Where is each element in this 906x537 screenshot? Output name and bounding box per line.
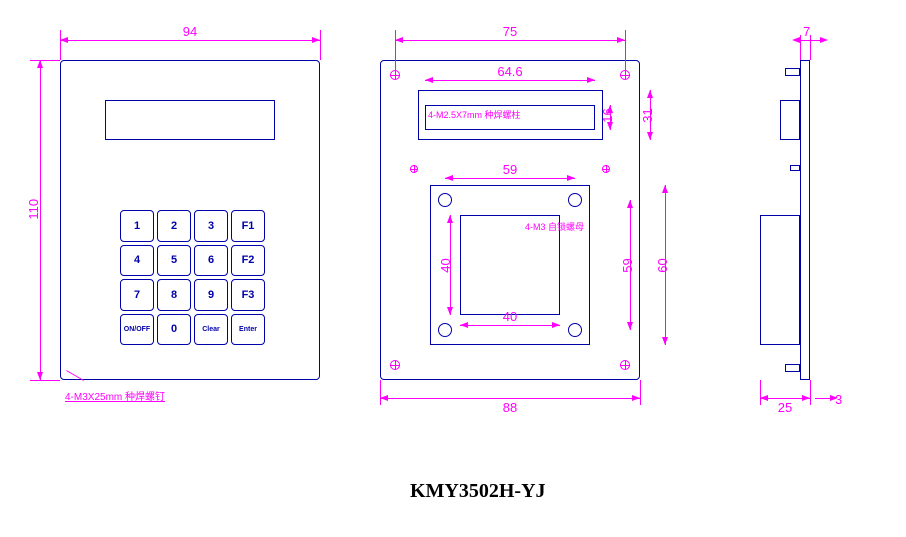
key-f2: F2 (231, 245, 265, 277)
dim-3-text: 3 (835, 392, 842, 407)
drawing-area: 1 2 3 F1 4 5 6 F2 7 8 9 F3 ON/OFF 0 Clea… (30, 30, 876, 450)
side-post-bottom (785, 364, 800, 372)
dim-646-text: 64.6 (497, 64, 522, 79)
ext (30, 60, 60, 61)
screw (390, 360, 400, 370)
dim-16-text: 16 (600, 108, 615, 122)
front-lcd (105, 100, 275, 140)
ext (760, 380, 761, 405)
dim-60-text: 60 (655, 258, 670, 272)
front-view: 1 2 3 F1 4 5 6 F2 7 8 9 F3 ON/OFF 0 Clea… (60, 60, 320, 380)
note-m3: 4-M3 自锁螺母 (525, 220, 584, 233)
dim-25-text: 25 (778, 400, 792, 415)
dim-94 (60, 40, 320, 41)
dim-7-text: 7 (803, 24, 810, 39)
side-plate (800, 60, 810, 380)
key-clear: Clear (194, 314, 228, 346)
dim-94-text: 94 (183, 24, 197, 39)
dim-75-text: 75 (503, 24, 517, 39)
side-keypad (760, 215, 800, 345)
key-6: 6 (194, 245, 228, 277)
key-3: 3 (194, 210, 228, 242)
ext (810, 380, 811, 405)
dim-31-text: 31 (640, 108, 655, 122)
key-0: 0 (157, 314, 191, 346)
key-f3: F3 (231, 279, 265, 311)
ext (60, 30, 61, 60)
nut (568, 323, 582, 337)
key-1: 1 (120, 210, 154, 242)
dim-59h-text: 59 (503, 162, 517, 177)
key-5: 5 (157, 245, 191, 277)
screw (620, 360, 630, 370)
ext (30, 380, 60, 381)
dim-110-text: 110 (26, 199, 41, 220)
note-m3x25: 4-M3X25mm 种焊螺钉 (65, 388, 165, 403)
dim-59v-text: 59 (620, 258, 635, 272)
nut (438, 193, 452, 207)
side-view (750, 60, 820, 380)
key-4: 4 (120, 245, 154, 277)
ext (380, 380, 381, 405)
key-f1: F1 (231, 210, 265, 242)
ext (800, 35, 801, 60)
dim-110 (40, 60, 41, 380)
ext (640, 380, 641, 405)
dim-75 (395, 40, 625, 41)
dim-3 (815, 398, 830, 399)
dim-646 (425, 80, 595, 81)
key-7: 7 (120, 279, 154, 311)
key-8: 8 (157, 279, 191, 311)
key-enter: Enter (231, 314, 265, 346)
dim-88 (380, 398, 640, 399)
ext (320, 30, 321, 60)
dim-88-text: 88 (503, 400, 517, 415)
side-lcd (780, 100, 800, 140)
dim-40h-text: 40 (503, 309, 517, 324)
key-9: 9 (194, 279, 228, 311)
dim-59h (445, 178, 575, 179)
part-title: KMY3502H-YJ (410, 480, 546, 503)
keypad: 1 2 3 F1 4 5 6 F2 7 8 9 F3 ON/OFF 0 Clea… (120, 210, 265, 345)
stud (602, 165, 610, 173)
side-stud (790, 165, 800, 171)
side-post-top (785, 68, 800, 76)
dim-40v-text: 40 (438, 258, 453, 272)
nut (568, 193, 582, 207)
key-2: 2 (157, 210, 191, 242)
key-onoff: ON/OFF (120, 314, 154, 346)
dim-40h (460, 325, 560, 326)
note-m25: 4-M2.5X7mm 种焊螺柱 (428, 108, 521, 121)
stud (410, 165, 418, 173)
nut (438, 323, 452, 337)
ext (625, 30, 626, 75)
